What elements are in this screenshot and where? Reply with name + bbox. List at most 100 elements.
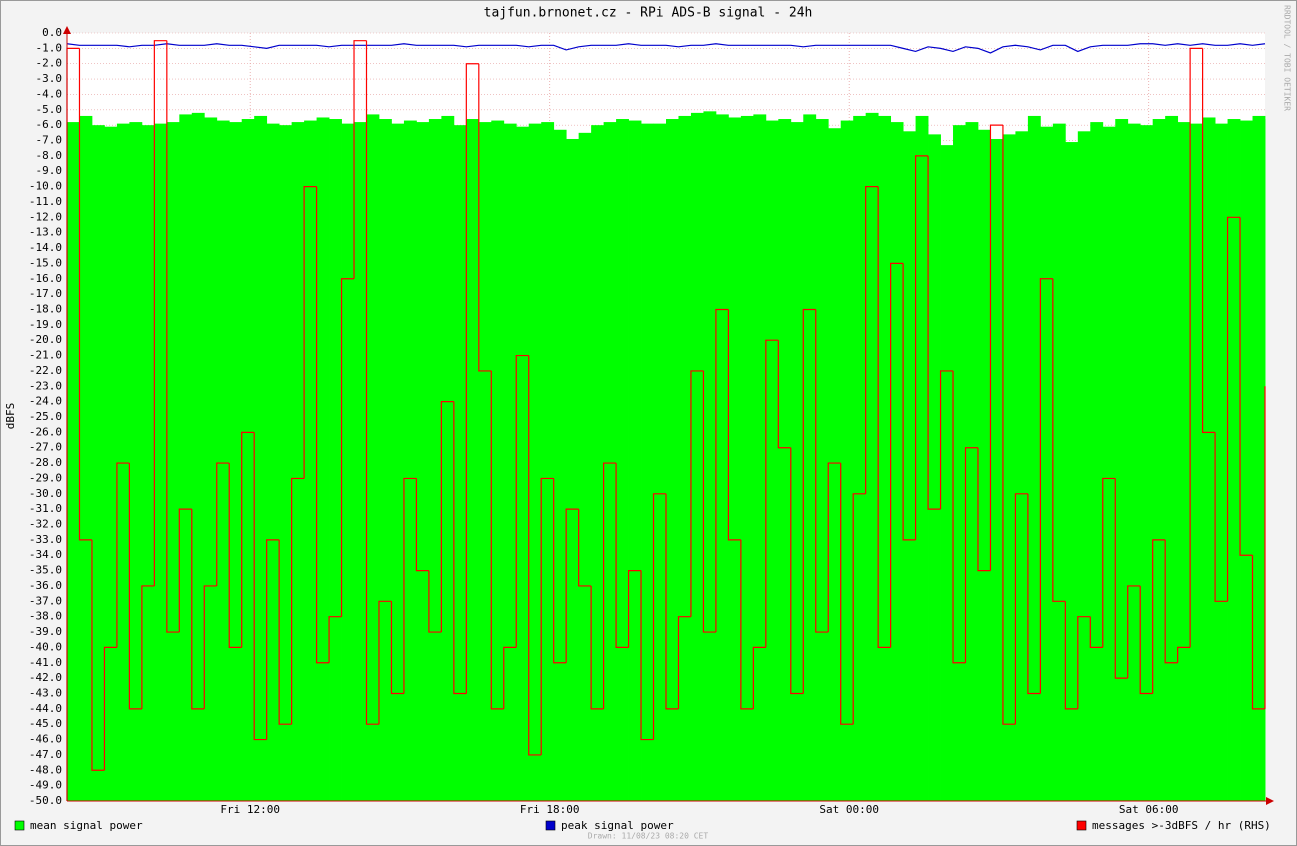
step-segment: [1052, 278, 1066, 602]
step-segment: [715, 308, 729, 633]
x-tick-label: Sat 00:00: [819, 803, 879, 816]
area-step: [341, 123, 355, 801]
y-tick-label: -44.0: [29, 702, 62, 715]
area-step: [641, 123, 654, 801]
area-step: [216, 120, 230, 801]
area-step: [1065, 142, 1079, 801]
step-segment: [216, 462, 230, 586]
step-segment: [328, 616, 342, 663]
area-step: [1202, 117, 1216, 802]
y-tick-label: -17.0: [29, 287, 62, 300]
area-step: [478, 122, 492, 801]
step-segment: [964, 447, 978, 663]
area-step: [666, 119, 679, 802]
area-step: [765, 120, 779, 801]
area-step: [378, 119, 392, 802]
y-tick-label: -18.0: [29, 302, 62, 315]
area-step: [329, 119, 342, 802]
step-segment: [603, 462, 617, 709]
axis-arrow: [63, 26, 71, 34]
area-step: [416, 122, 430, 801]
step-segment: [241, 431, 255, 648]
step-segment: [390, 601, 404, 695]
step-segment: [927, 155, 941, 510]
area-step: [940, 145, 954, 802]
y-tick-label: -41.0: [29, 656, 62, 669]
step-segment: [453, 401, 467, 695]
y-tick-label: -46.0: [29, 733, 62, 746]
step-segment: [1002, 125, 1016, 725]
step-segment: [278, 539, 292, 725]
y-tick-label: -8.0: [36, 149, 63, 162]
step-segment: [1189, 47, 1203, 648]
area-step: [304, 120, 317, 801]
step-segment: [415, 478, 429, 572]
step-segment: [166, 40, 180, 633]
step-segment: [515, 354, 529, 648]
step-segment: [503, 646, 517, 709]
step-segment: [815, 309, 829, 633]
step-segment: [1114, 478, 1128, 679]
area-step: [1177, 122, 1191, 801]
step-segment: [266, 539, 280, 740]
area-step: [204, 117, 218, 802]
area-step: [79, 115, 93, 802]
y-tick-label: -9.0: [36, 164, 63, 177]
step-segment: [1251, 555, 1265, 710]
y-tick-label: -24.0: [29, 395, 62, 408]
step-segment: [1202, 48, 1216, 433]
y-tick-label: -37.0: [29, 594, 62, 607]
area-step: [491, 120, 505, 801]
area-step: [703, 111, 717, 801]
area-step: [1015, 131, 1029, 801]
legend-swatch: [545, 820, 556, 831]
step-segment: [865, 186, 879, 494]
step-segment: [103, 646, 117, 771]
step-segment: [627, 570, 642, 648]
area-step: [516, 126, 530, 802]
legend-swatch: [14, 820, 25, 831]
step-segment: [989, 124, 1003, 571]
area-step: [728, 117, 742, 802]
area-step: [566, 138, 580, 801]
y-tick-label: -11.0: [29, 195, 62, 208]
step-segment: [652, 493, 666, 740]
step-segment: [578, 509, 592, 587]
legend-label: mean signal power: [30, 819, 143, 832]
step-segment: [553, 478, 567, 664]
step-segment: [939, 370, 954, 510]
step-segment: [191, 509, 205, 710]
y-tick-label: -32.0: [29, 518, 62, 531]
area-step: [191, 112, 205, 801]
area-step: [141, 125, 155, 801]
step-segment: [1077, 616, 1091, 709]
y-tick-label: -22.0: [29, 364, 62, 377]
step-segment: [1226, 216, 1241, 602]
area-step: [653, 123, 667, 801]
area-step: [441, 115, 455, 802]
area-step: [91, 125, 105, 801]
step-segment: [440, 401, 454, 633]
y-tick-label: -2.0: [36, 57, 63, 70]
y-tick-label: -13.0: [29, 226, 62, 239]
y-tick-label: -33.0: [29, 533, 62, 546]
y-tick-label: -29.0: [29, 471, 62, 484]
area-step: [628, 120, 642, 801]
area-step: [990, 138, 1004, 801]
area-step: [403, 120, 417, 801]
y-tick-label: -3.0: [36, 72, 63, 85]
area-step: [803, 114, 817, 801]
area-step: [678, 115, 692, 802]
x-tick-label: Fri 18:00: [520, 803, 580, 816]
step-segment: [590, 585, 604, 710]
legend-label: messages >-3dBFS / hr (RHS): [1092, 819, 1271, 832]
area-step: [503, 123, 517, 801]
area-step: [154, 123, 168, 801]
step-segment: [1239, 217, 1253, 556]
step-segment: [677, 616, 691, 709]
legend-swatch: [1076, 820, 1087, 831]
area-step: [166, 122, 180, 801]
y-tick-label: -12.0: [29, 210, 62, 223]
step-segment: [340, 278, 355, 617]
step-segment: [478, 63, 492, 372]
